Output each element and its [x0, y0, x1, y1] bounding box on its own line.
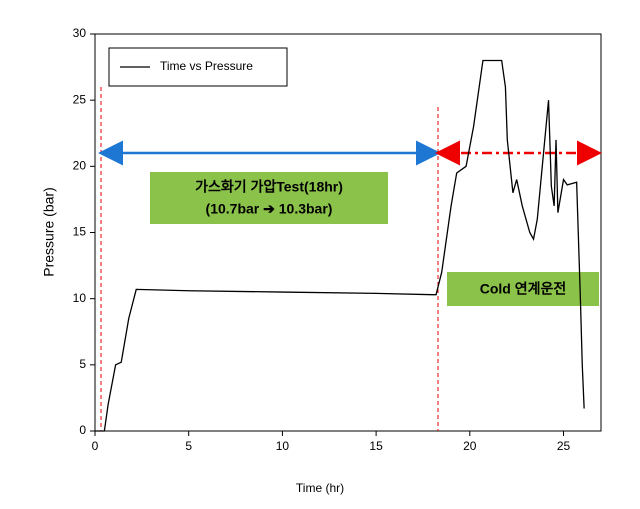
- line: [95, 59, 585, 432]
- annotation: (10.7bar ➔ 10.3bar): [206, 201, 333, 217]
- test-box: [150, 172, 388, 224]
- x-tick-label: 10: [276, 439, 290, 453]
- annotation: 가스화기 가압Test(18hr): [195, 179, 343, 195]
- x-tick-label: 5: [185, 439, 192, 453]
- cold-box: [447, 272, 599, 306]
- y-tick-label: 20: [73, 159, 87, 173]
- y-tick-label: 30: [73, 26, 87, 40]
- y-tick-label: 15: [73, 225, 87, 239]
- x-tick-label: 20: [463, 439, 477, 453]
- y-tick-label: 25: [73, 92, 87, 106]
- plot-frame: [94, 33, 602, 432]
- y-axis-label: Pressure (bar): [41, 187, 57, 276]
- x-tick-label: 25: [557, 439, 571, 453]
- y-tick-label: 5: [79, 357, 86, 371]
- y-tick-label: 10: [73, 291, 87, 305]
- y-tick-label: 0: [79, 423, 86, 437]
- x-tick-label: 15: [369, 439, 383, 453]
- x-tick-label: 0: [92, 439, 99, 453]
- x-axis-label: Time (hr): [296, 481, 344, 495]
- annotation: Cold 연계운전: [480, 281, 567, 297]
- legend-label: Time vs Pressure: [160, 59, 253, 73]
